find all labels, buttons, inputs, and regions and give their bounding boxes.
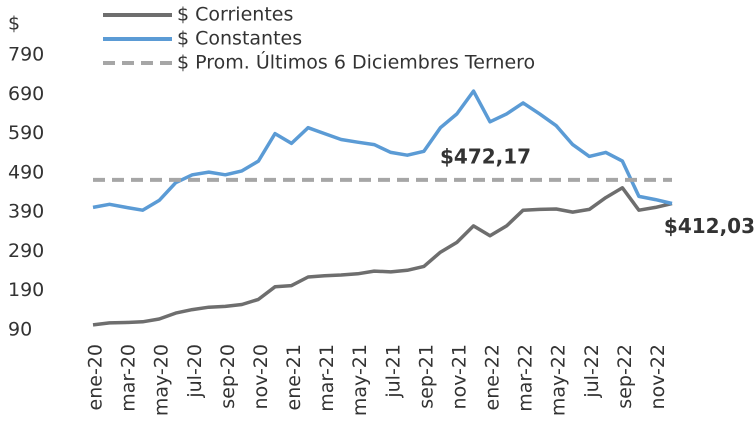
y-tick-label: 790 <box>8 44 44 66</box>
series-line <box>92 89 673 212</box>
x-tick-label: mar-21 <box>316 344 338 412</box>
x-tick-label: mar-22 <box>515 344 537 412</box>
x-tick-label: sep-21 <box>415 344 437 409</box>
x-tick-label: nov-21 <box>448 344 470 409</box>
legend-label: $ Constantes <box>177 28 302 50</box>
x-tick-label: sep-20 <box>217 344 239 409</box>
x-tick-label: may-20 <box>151 344 173 416</box>
annotation: $412,03 <box>664 214 755 238</box>
x-tick-label: nov-20 <box>250 344 272 409</box>
legend-label: $ Corrientes <box>177 4 293 26</box>
x-tick-label: nov-22 <box>647 344 669 409</box>
annotation: $472,17 <box>440 144 531 168</box>
y-tick-label: 190 <box>8 279 44 301</box>
x-tick-label: ene-22 <box>482 344 504 410</box>
y-tick-label: 90 <box>8 319 32 341</box>
x-tick-label: ene-21 <box>283 344 305 410</box>
x-tick-label: sep-22 <box>614 344 636 409</box>
x-tick-label: jul-22 <box>581 344 603 399</box>
y-tick-label: 490 <box>8 161 44 183</box>
y-tick-label: 690 <box>8 83 44 105</box>
x-tick-label: may-21 <box>349 344 371 416</box>
x-tick-label: ene-20 <box>85 344 107 410</box>
x-tick-label: jul-20 <box>184 344 206 399</box>
y-tick-label: 290 <box>8 240 44 262</box>
x-tick-label: jul-21 <box>382 344 404 399</box>
series-line <box>92 186 673 327</box>
y-tick-label: 590 <box>8 122 44 144</box>
x-tick-label: mar-20 <box>118 344 140 412</box>
y-axis-label: $ <box>8 13 20 35</box>
legend-label: $ Prom. Últimos 6 Diciembres Ternero <box>177 50 535 74</box>
y-tick-label: 390 <box>8 201 44 223</box>
x-tick-label: may-22 <box>548 344 570 416</box>
